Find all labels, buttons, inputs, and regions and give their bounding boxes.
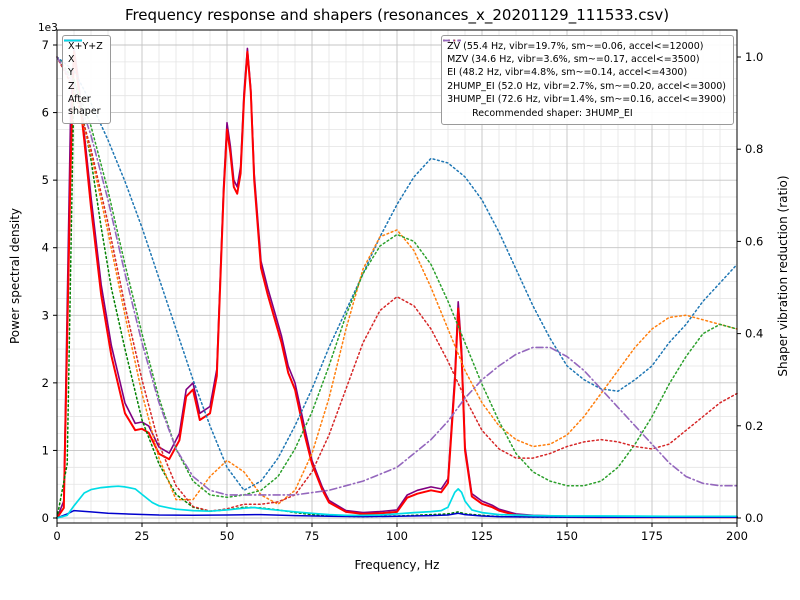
y-left-tick-label: 3 xyxy=(42,308,49,322)
x-tick-label: 175 xyxy=(641,529,663,543)
series-2hump_ei xyxy=(56,56,738,512)
y-axis-offset-text: 1e3 xyxy=(38,22,58,34)
legend-label: 2HUMP_EI (52.0 Hz, vibr=2.7%, sm~=0.20, … xyxy=(447,80,726,92)
psd-legend: X+Y+Z X Y Z After shaper xyxy=(62,35,111,125)
chart-title: Frequency response and shapers (resonanc… xyxy=(124,6,670,24)
x-tick-label: 100 xyxy=(386,529,408,543)
x-tick-label: 50 xyxy=(220,529,235,543)
x-tick-label: 75 xyxy=(305,529,320,543)
legend-line-sample xyxy=(64,39,82,42)
legend-label: Z xyxy=(68,80,75,92)
shaper-legend: ZV (55.4 Hz, vibr=19.7%, sm~=0.06, accel… xyxy=(441,35,734,125)
y-right-tick-label: 0.4 xyxy=(745,327,763,341)
y-axis-label-left: Power spectral density xyxy=(8,207,22,345)
y-left-tick-label: 1 xyxy=(42,443,49,457)
y-left-tick-label: 5 xyxy=(42,173,49,187)
tick-marks xyxy=(53,44,741,527)
legend-entry: 3HUMP_EI (72.6 Hz, vibr=1.4%, sm~=0.16, … xyxy=(443,39,726,106)
legend-line-sample xyxy=(443,39,462,42)
series-group xyxy=(56,47,738,519)
series-mzv xyxy=(56,56,738,505)
x-tick-label: 125 xyxy=(471,529,493,543)
tick-labels: 0 25 50 75 100 125 150 175 200 0 1 2 3 4 5 6 7 0.0 0.2 0.4 0… xyxy=(42,38,764,543)
y-right-tick-label: 0.6 xyxy=(745,234,763,248)
y-left-tick-label: 0 xyxy=(42,511,49,525)
legend-entry: Y xyxy=(64,39,103,79)
x-tick-label: 200 xyxy=(726,529,748,543)
legend-label: MZV (34.6 Hz, vibr=3.6%, sm~=0.17, accel… xyxy=(447,53,700,65)
x-axis-label: Frequency, Hz xyxy=(354,558,440,572)
x-tick-label: 25 xyxy=(135,529,150,543)
shaper-legend-entries: ZV (55.4 Hz, vibr=19.7%, sm~=0.06, accel… xyxy=(443,39,726,106)
series-after_shaper xyxy=(56,485,738,519)
legend-entry: ZV (55.4 Hz, vibr=19.7%, sm~=0.06, accel… xyxy=(443,39,726,53)
legend-entry: EI (48.2 Hz, vibr=4.8%, sm~=0.14, accel<… xyxy=(443,39,726,79)
legend-label: Y xyxy=(68,67,74,79)
legend-entry: X xyxy=(64,39,103,66)
y-right-tick-label: 0.0 xyxy=(745,511,763,525)
legend-label: EI (48.2 Hz, vibr=4.8%, sm~=0.14, accel<… xyxy=(447,67,688,79)
legend-entry: MZV (34.6 Hz, vibr=3.6%, sm~=0.17, accel… xyxy=(443,39,726,66)
legend-entry: 2HUMP_EI (52.0 Hz, vibr=2.7%, sm~=0.20, … xyxy=(443,39,726,93)
x-tick-label: 150 xyxy=(556,529,578,543)
legend-entry: Z xyxy=(64,39,103,93)
y-right-tick-label: 1.0 xyxy=(745,50,763,64)
legend-label: After shaper xyxy=(68,94,101,117)
y-left-tick-label: 4 xyxy=(42,241,49,255)
y-left-tick-label: 7 xyxy=(42,38,49,52)
series-z xyxy=(56,509,738,519)
series-3hump_ei xyxy=(56,56,738,496)
series-xyz xyxy=(56,47,738,519)
series-x xyxy=(56,50,738,519)
legend-label: ZV (55.4 Hz, vibr=19.7%, sm~=0.06, accel… xyxy=(447,40,704,52)
y-right-tick-label: 0.2 xyxy=(745,419,763,433)
y-left-tick-label: 6 xyxy=(42,106,49,120)
legend-label: X xyxy=(68,53,75,65)
legend-label: X+Y+Z xyxy=(68,40,103,52)
y-axis-label-right: Shaper vibration reduction (ratio) xyxy=(776,175,790,377)
recommended-shaper-note: Recommended shaper: 3HUMP_EI xyxy=(472,107,633,119)
legend-entry: After shaper xyxy=(64,39,103,118)
x-tick-label: 0 xyxy=(53,529,60,543)
y-left-tick-label: 2 xyxy=(42,376,49,390)
y-right-tick-label: 0.8 xyxy=(745,142,763,156)
legend-label: 3HUMP_EI (72.6 Hz, vibr=1.4%, sm~=0.16, … xyxy=(447,94,726,105)
